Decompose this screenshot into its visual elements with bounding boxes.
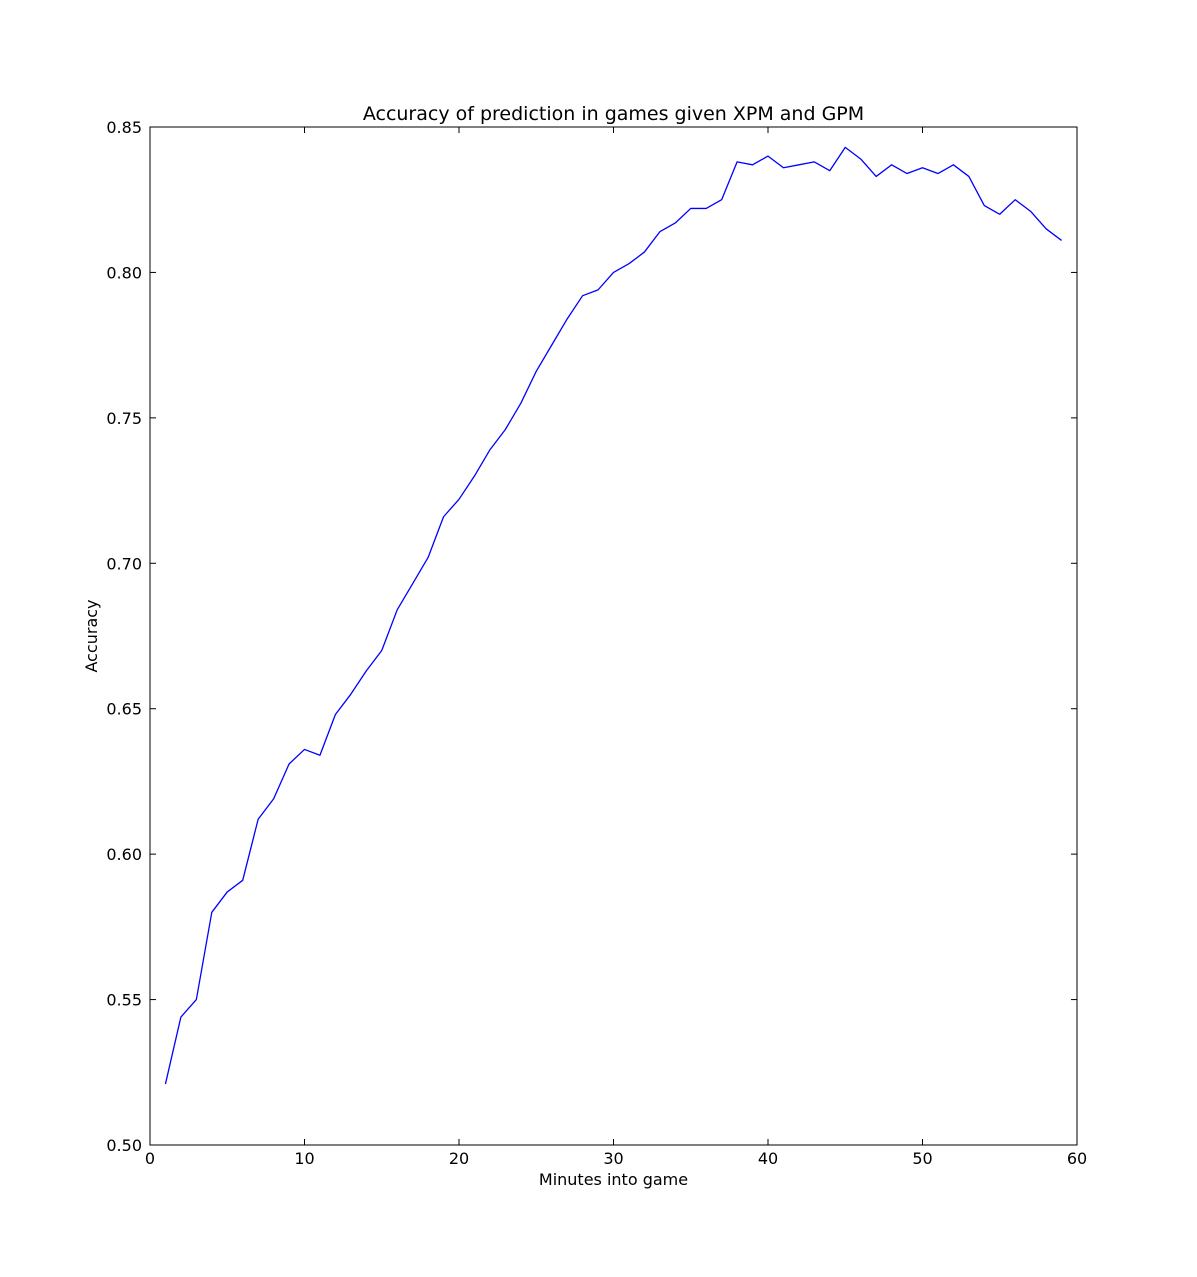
ticks-layer: 0 10 20 30 40 50 60 0.50 0.55 0.60 0.65 0.70 0.75 0.8… bbox=[106, 118, 1087, 1168]
x-tick-label: 30 bbox=[603, 1149, 623, 1168]
y-tick-label: 0.60 bbox=[106, 845, 142, 864]
x-axis-label: Minutes into game bbox=[539, 1170, 688, 1189]
y-tick-label: 0.65 bbox=[106, 700, 142, 719]
series-line bbox=[164, 146, 1062, 1085]
y-axis-label: Accuracy bbox=[82, 599, 101, 672]
x-tick-label: 20 bbox=[449, 1149, 469, 1168]
y-tick-label: 0.75 bbox=[106, 409, 142, 428]
x-tick-label: 40 bbox=[758, 1149, 778, 1168]
x-tick-label: 50 bbox=[912, 1149, 932, 1168]
y-tick-label: 0.50 bbox=[106, 1136, 142, 1155]
x-tick-label: 60 bbox=[1067, 1149, 1087, 1168]
chart-title: Accuracy of prediction in games given XP… bbox=[363, 103, 864, 125]
y-tick-label: 0.80 bbox=[106, 263, 142, 282]
y-tick-label: 0.85 bbox=[106, 118, 142, 137]
x-tick-label: 10 bbox=[294, 1149, 314, 1168]
series-layer bbox=[164, 146, 1062, 1085]
y-tick-label: 0.70 bbox=[106, 554, 142, 573]
x-tick-label: 0 bbox=[145, 1149, 155, 1168]
y-tick-label: 0.55 bbox=[106, 991, 142, 1010]
